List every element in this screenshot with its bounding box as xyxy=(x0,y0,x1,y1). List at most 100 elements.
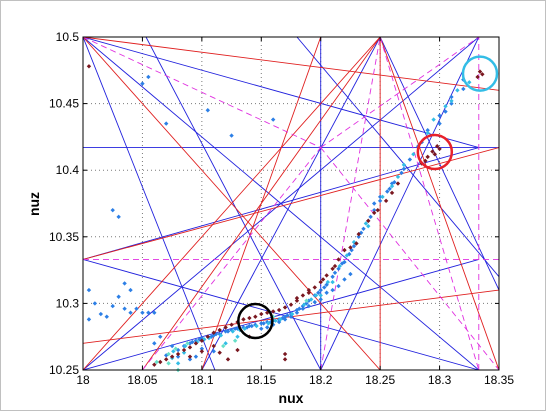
scatter-point xyxy=(368,214,373,220)
resonance-line-magenta xyxy=(379,37,480,370)
scatter-point xyxy=(223,341,228,346)
scatter-point xyxy=(223,329,228,334)
scatter-point xyxy=(401,162,407,168)
scatter-point xyxy=(104,314,109,319)
scatter-point xyxy=(235,334,240,339)
scatter-point xyxy=(110,207,115,213)
scatter-point xyxy=(229,322,234,327)
scatter-point xyxy=(320,277,326,282)
scatter-point xyxy=(199,346,205,351)
scatter-point xyxy=(377,194,383,200)
scatter-point xyxy=(282,357,288,362)
y-tick-label: 10.4 xyxy=(56,163,80,177)
scatter-point xyxy=(431,117,436,122)
highlight-circle xyxy=(237,302,274,340)
scatter-point xyxy=(175,354,181,359)
resonance-line-red xyxy=(83,147,499,260)
scatter-point xyxy=(205,334,210,339)
scatter-point xyxy=(259,326,264,331)
scatter-point xyxy=(140,81,145,86)
scatter-point xyxy=(190,339,195,345)
scatter-point xyxy=(330,279,335,285)
y-tick-label: 10.3 xyxy=(56,296,80,310)
scatter-point xyxy=(437,121,442,126)
scatter-point xyxy=(336,257,341,262)
highlight-circle xyxy=(461,55,499,92)
scatter-point xyxy=(217,327,222,333)
highlight-circles xyxy=(237,55,499,340)
y-tick-label: 10.35 xyxy=(49,230,79,244)
scatter-point xyxy=(166,361,171,366)
scatter-point xyxy=(185,341,190,346)
scatter-point xyxy=(98,311,104,317)
scatter-point xyxy=(461,86,466,92)
scatter-point xyxy=(437,146,442,152)
scatter-points xyxy=(86,64,485,373)
scatter-point xyxy=(425,128,430,133)
x-tick-label: 18.1 xyxy=(190,373,214,387)
scatter-point xyxy=(181,350,187,355)
scatter-point xyxy=(312,299,317,305)
resonance-line-red xyxy=(201,37,322,370)
scatter-point xyxy=(164,121,169,126)
scatter-point xyxy=(330,274,335,279)
scatter-point xyxy=(455,88,460,93)
scatter-point xyxy=(173,346,178,351)
scatter-point xyxy=(361,226,366,232)
x-axis-label: nux xyxy=(279,390,304,406)
scatter-point xyxy=(443,109,448,114)
scatter-point xyxy=(300,293,306,298)
scatter-point xyxy=(261,321,266,326)
scatter-point xyxy=(211,343,216,349)
scatter-point xyxy=(193,354,199,359)
resonance-line-magenta xyxy=(320,147,499,370)
scatter-point xyxy=(241,317,246,322)
scatter-point xyxy=(122,281,127,286)
scatter-point xyxy=(278,317,283,322)
scatter-point xyxy=(304,298,309,303)
x-tick-label: 18.2 xyxy=(309,373,333,387)
scatter-point xyxy=(306,287,312,293)
scatter-point xyxy=(380,194,385,200)
scatter-point xyxy=(221,343,226,349)
scatter-point xyxy=(211,330,216,335)
scatter-point xyxy=(354,241,359,246)
x-ticks: 18 18.05 18.1 18.15 18.2 18.25 18.3 18.35 xyxy=(76,37,514,387)
scatter-point xyxy=(348,245,353,250)
scatter-point xyxy=(324,290,329,295)
scatter-point xyxy=(128,287,133,293)
scatter-point xyxy=(282,351,288,357)
scatter-point xyxy=(294,298,300,303)
scatter-point xyxy=(480,72,485,77)
scatter-point xyxy=(169,343,175,349)
scatter-point xyxy=(183,343,188,349)
scatter-point xyxy=(348,271,353,277)
scatter-point xyxy=(330,266,335,271)
y-tick-label: 10.45 xyxy=(49,97,79,111)
scatter-point xyxy=(110,303,115,309)
scatter-point xyxy=(401,166,407,172)
scatter-point xyxy=(372,207,377,213)
scatter-point xyxy=(309,297,314,302)
scatter-point xyxy=(339,261,345,266)
scatter-point xyxy=(86,317,92,322)
scatter-point xyxy=(312,285,317,290)
scatter-point xyxy=(301,302,307,307)
scatter-point xyxy=(152,362,157,367)
resonance-line-blue xyxy=(296,37,499,278)
scatter-point xyxy=(322,285,327,290)
scatter-point xyxy=(336,283,341,289)
scatter-point xyxy=(211,349,216,354)
scatter-point xyxy=(389,181,395,186)
scatter-point xyxy=(356,234,361,239)
scatter-point xyxy=(218,333,224,338)
resonance-line-magenta xyxy=(142,147,322,370)
scatter-point xyxy=(273,318,278,323)
scatter-point xyxy=(467,80,472,85)
resonance-line-blue xyxy=(83,259,479,370)
scatter-point xyxy=(116,214,121,220)
scatter-point xyxy=(342,277,347,282)
scatter-point xyxy=(235,347,240,353)
